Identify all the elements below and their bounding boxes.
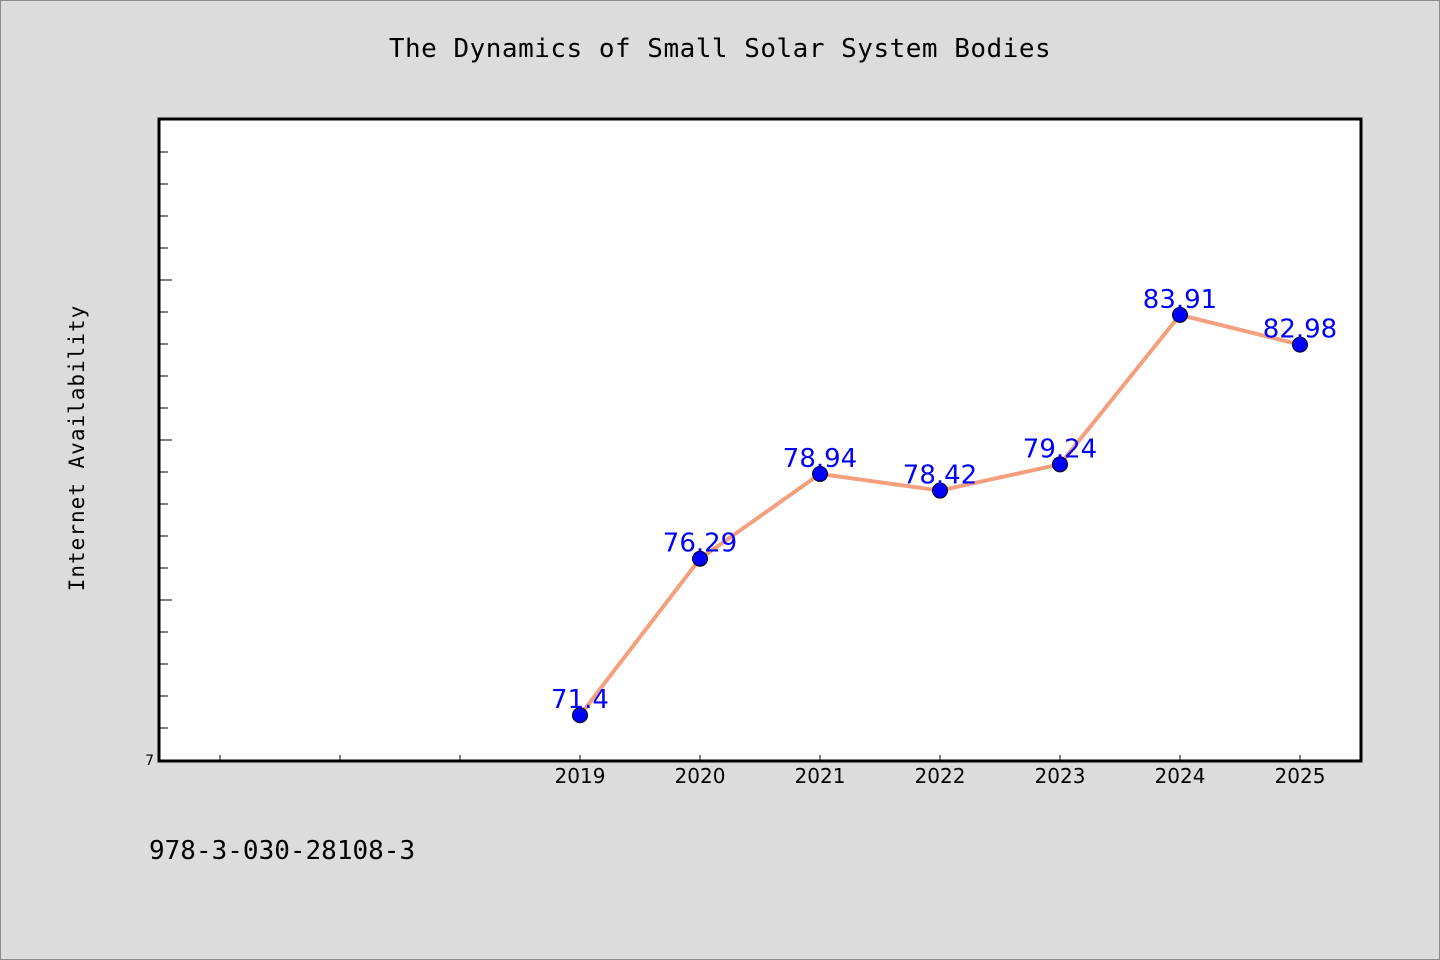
data-label: 78.94 xyxy=(783,444,857,474)
x-tick-label: 2020 xyxy=(675,764,726,788)
x-axis-ticks: 2019 2020 2021 2022 2023 2024 2025 xyxy=(219,755,1326,788)
chart-title: The Dynamics of Small Solar System Bodie… xyxy=(388,34,1052,64)
y-tick-label: 7 xyxy=(145,753,154,769)
data-point xyxy=(1172,306,1188,323)
data-label: 83.91 xyxy=(1143,285,1217,315)
data-label: 71.4 xyxy=(551,685,609,715)
data-label: 79.24 xyxy=(1023,434,1097,464)
isbn-text: 978-3-030-28108-3 xyxy=(149,836,416,866)
x-tick-label: 2025 xyxy=(1275,764,1326,788)
x-tick-label: 2022 xyxy=(915,764,966,788)
data-point xyxy=(1052,456,1068,473)
data-point xyxy=(932,482,948,499)
x-tick-label: 2024 xyxy=(1155,764,1206,788)
x-tick-label: 2021 xyxy=(795,764,846,788)
data-label: 76.29 xyxy=(663,529,737,559)
data-point xyxy=(572,707,588,724)
data-label: 78.42 xyxy=(903,461,977,491)
data-label: 82.98 xyxy=(1263,315,1337,345)
series-layer: 71.4 76.29 78.94 78.42 79.24 83.91 82.98 xyxy=(551,285,1337,724)
y-axis-ticks: 7 xyxy=(145,151,172,769)
x-tick-label: 2019 xyxy=(555,764,606,788)
data-point xyxy=(692,550,708,567)
x-tick-label: 2023 xyxy=(1035,764,1086,788)
data-point xyxy=(812,465,828,482)
plot-area xyxy=(157,117,1363,763)
data-point xyxy=(1292,336,1308,353)
